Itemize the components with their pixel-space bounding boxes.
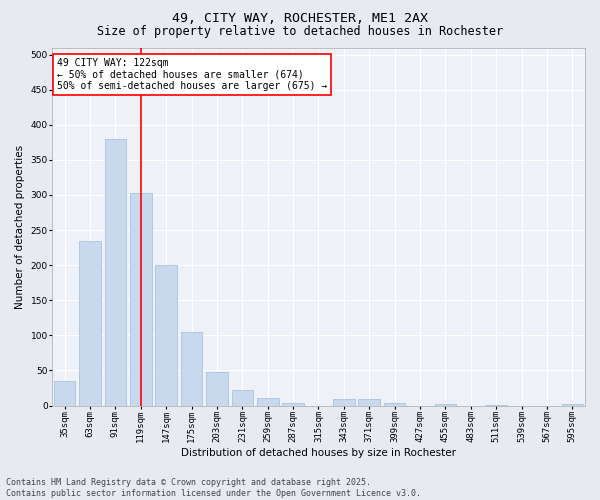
Bar [434,404,456,406]
Bar [181,332,202,406]
Bar [257,398,278,406]
Text: Size of property relative to detached houses in Rochester: Size of property relative to detached ho… [97,25,503,38]
Text: 49, CITY WAY, ROCHESTER, ME1 2AX: 49, CITY WAY, ROCHESTER, ME1 2AX [172,12,428,26]
Bar [333,398,355,406]
Bar [562,404,583,406]
Bar [79,240,101,406]
Bar [283,402,304,406]
Bar [358,399,380,406]
Text: 49 CITY WAY: 122sqm
← 50% of detached houses are smaller (674)
50% of semi-detac: 49 CITY WAY: 122sqm ← 50% of detached ho… [58,58,328,92]
Bar [54,381,76,406]
Bar [130,193,152,406]
Bar [104,139,126,406]
Bar [206,372,228,406]
X-axis label: Distribution of detached houses by size in Rochester: Distribution of detached houses by size … [181,448,456,458]
Bar [232,390,253,406]
Bar [485,405,507,406]
Y-axis label: Number of detached properties: Number of detached properties [15,144,25,308]
Bar [155,265,177,406]
Text: Contains HM Land Registry data © Crown copyright and database right 2025.
Contai: Contains HM Land Registry data © Crown c… [6,478,421,498]
Bar [384,404,406,406]
